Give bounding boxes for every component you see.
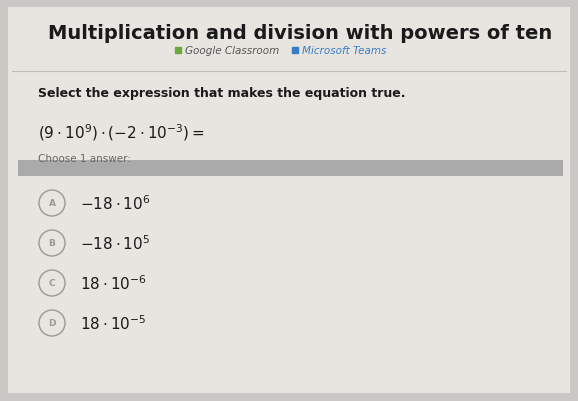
Text: $-18 \cdot 10^6$: $-18 \cdot 10^6$ <box>80 194 151 213</box>
Text: Microsoft Teams: Microsoft Teams <box>302 46 386 56</box>
FancyBboxPatch shape <box>18 160 563 176</box>
Text: D: D <box>48 319 55 328</box>
FancyBboxPatch shape <box>8 8 570 393</box>
Text: Google Classroom: Google Classroom <box>185 46 279 56</box>
Text: $18 \cdot 10^{-5}$: $18 \cdot 10^{-5}$ <box>80 314 146 332</box>
Text: Multiplication and division with powers of ten: Multiplication and division with powers … <box>48 24 552 43</box>
Text: $(9 \cdot 10^9) \cdot (-2 \cdot 10^{-3}) =$: $(9 \cdot 10^9) \cdot (-2 \cdot 10^{-3})… <box>38 122 205 142</box>
Text: $18 \cdot 10^{-6}$: $18 \cdot 10^{-6}$ <box>80 274 147 293</box>
Text: B: B <box>49 239 55 248</box>
Text: $-18 \cdot 10^5$: $-18 \cdot 10^5$ <box>80 234 150 253</box>
Text: C: C <box>49 279 55 288</box>
Text: Select the expression that makes the equation true.: Select the expression that makes the equ… <box>38 87 406 100</box>
Text: Choose 1 answer:: Choose 1 answer: <box>38 154 131 164</box>
Text: A: A <box>49 199 55 208</box>
